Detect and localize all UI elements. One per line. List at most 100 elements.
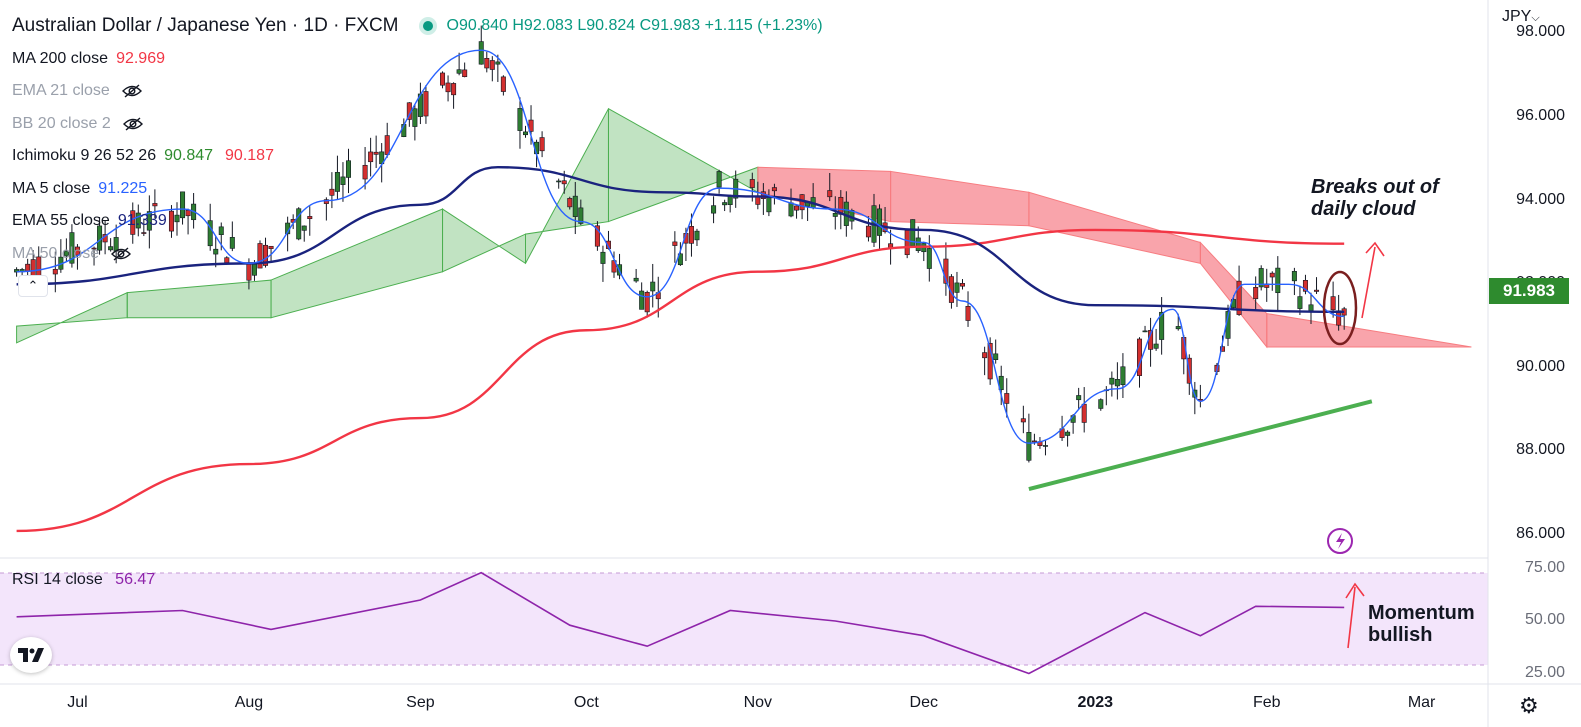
candle [1236, 265, 1242, 316]
settings-gear-icon[interactable]: ⚙ [1519, 693, 1539, 718]
candle [1269, 271, 1275, 291]
rsi-label[interactable]: RSI 14 close [12, 571, 103, 588]
indicator-value: 92.969 [116, 49, 165, 67]
candle [1114, 362, 1120, 400]
candle [91, 246, 97, 266]
candle [865, 216, 871, 242]
price-tick-label: 98.000 [1516, 23, 1565, 41]
market-status-icon[interactable] [422, 21, 433, 32]
candle [152, 189, 158, 218]
candle [1197, 384, 1203, 408]
candle [484, 51, 490, 73]
candle [423, 85, 429, 124]
indicator-legend: Australian Dollar / Japanese Yen · 1D · … [12, 10, 823, 270]
indicator-rows: MA 200 close 92.969 EMA 21 close BB 20 clos… [12, 43, 823, 271]
indicator-label: MA 50 close [12, 244, 100, 262]
breakout-highlight-ellipse [1322, 270, 1358, 346]
candle [1264, 268, 1270, 302]
candle [1291, 267, 1297, 296]
indicator-row[interactable]: MA 200 close 92.969 [12, 43, 823, 76]
candle [904, 230, 910, 259]
eye-hidden-icon[interactable] [122, 117, 143, 131]
eye-hidden-icon[interactable] [111, 247, 132, 261]
breakout-arrow [1361, 241, 1385, 319]
candle [69, 224, 75, 268]
chevron-down-icon: ⌵ [1531, 12, 1540, 24]
candle [229, 221, 235, 252]
price-tick-label: 96.000 [1516, 107, 1565, 125]
candle [1026, 413, 1032, 463]
candle [174, 202, 180, 236]
currency-selector[interactable]: JPY⌵ [1502, 8, 1540, 26]
momentum-line1: Momentum [1368, 602, 1475, 624]
indicator-row[interactable]: Ichimoku 9 26 52 26 90.847 90.187 [12, 140, 823, 173]
candle [694, 228, 700, 246]
lightning-icon-bolt [1336, 533, 1345, 549]
time-tick-label: Nov [743, 694, 773, 711]
collapse-legend-button[interactable]: ⌃ [18, 275, 48, 297]
price-tick-label: 94.000 [1516, 190, 1565, 208]
ohlc-readout: O90.840 H92.083 L90.824 C91.983 +1.115 (… [447, 10, 823, 43]
candle [478, 25, 484, 65]
tradingview-logo-icon[interactable] [10, 637, 52, 673]
support-trendline [1028, 399, 1373, 492]
candle [462, 62, 468, 78]
candle [334, 155, 340, 200]
candle [135, 204, 141, 237]
open-value: O90.840 [446, 17, 508, 34]
candle [495, 54, 501, 82]
rsi-tick-label: 50.00 [1524, 611, 1565, 628]
candle [539, 131, 545, 158]
eye-hidden-icon[interactable] [121, 84, 142, 98]
indicator-label: MA 5 close [12, 179, 91, 197]
cloud-note-line1: Breaks out of [1311, 176, 1439, 198]
candle [373, 135, 379, 168]
indicator-row[interactable]: EMA 55 close 91.339 [12, 205, 823, 238]
indicator-value-2: 90.187 [225, 147, 274, 164]
rsi-tick-label: 25.00 [1524, 663, 1565, 681]
candle [650, 263, 656, 308]
currency-label: JPY [1502, 8, 1532, 25]
candle [440, 71, 446, 89]
candle [1253, 276, 1259, 311]
indicator-row[interactable]: MA 5 close 91.225 [12, 173, 823, 206]
candle [523, 125, 529, 138]
indicator-row[interactable]: EMA 21 close [12, 75, 823, 108]
candle [52, 251, 58, 293]
candle [1308, 292, 1314, 325]
indicator-value: 90.847 [164, 147, 214, 164]
candle [1037, 437, 1043, 449]
candle [1148, 317, 1154, 367]
candle [489, 56, 495, 82]
cloud-note-line2: daily cloud [1311, 198, 1416, 220]
price-tick-label: 90.000 [1516, 357, 1565, 375]
rsi-tick-label: 75.00 [1524, 558, 1565, 576]
candle [301, 225, 307, 242]
ma-5-line [16, 49, 1345, 444]
indicator-row[interactable]: BB 20 close 2 [12, 108, 823, 141]
candle [345, 148, 351, 194]
symbol-title[interactable]: Australian Dollar / Japanese Yen · 1D · … [12, 15, 399, 36]
rsi-legend: RSI 14 close 56.47 [12, 571, 155, 589]
candle [993, 339, 999, 364]
indicator-row[interactable]: MA 50 close [12, 238, 823, 271]
candle [1302, 274, 1308, 295]
time-tick-label: Mar [1407, 694, 1436, 711]
candle [965, 291, 971, 327]
candle [711, 196, 717, 224]
candle [445, 75, 451, 102]
candle [146, 195, 152, 249]
time-tick-label: Jul [67, 694, 88, 711]
candle [362, 146, 368, 190]
candle [921, 241, 927, 262]
low-value: L90.824 [577, 17, 636, 34]
candle [1098, 398, 1104, 411]
tradingview-logo-glyph [18, 648, 44, 662]
candle [1081, 387, 1087, 433]
candle [1042, 440, 1048, 456]
candle [722, 199, 728, 212]
indicator-value: 91.339 [117, 212, 167, 229]
candle [1275, 256, 1281, 311]
candle [1076, 387, 1082, 410]
